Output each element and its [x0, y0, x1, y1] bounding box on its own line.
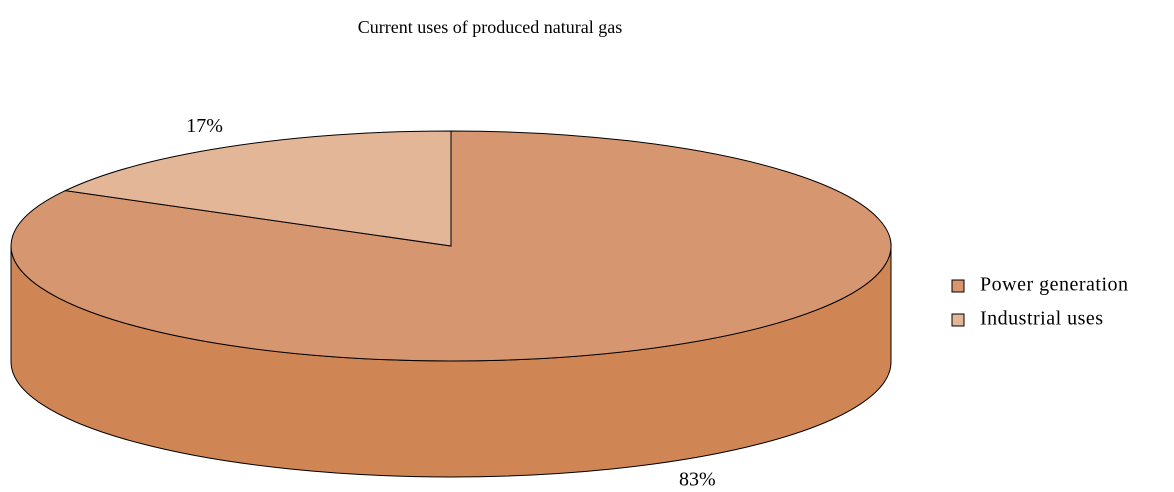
- data-label: 17%: [186, 115, 223, 137]
- legend-label: Power generation: [980, 274, 1129, 296]
- legend-swatch: [951, 313, 965, 327]
- legend-label: Industrial uses: [980, 308, 1104, 330]
- chart-title: Current uses of produced natural gas: [358, 17, 622, 37]
- data-label: 83%: [679, 468, 716, 490]
- slice: [63, 130, 452, 247]
- legend-swatch: [951, 279, 965, 293]
